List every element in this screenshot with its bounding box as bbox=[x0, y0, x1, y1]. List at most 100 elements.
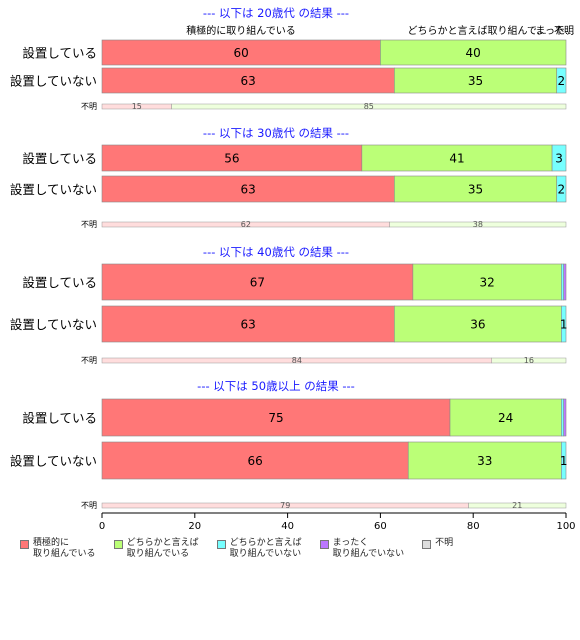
legend-swatch bbox=[319, 540, 329, 549]
data-label: 33 bbox=[477, 454, 492, 468]
data-label: 36 bbox=[470, 318, 485, 332]
data-label: 2 bbox=[558, 183, 566, 197]
header-label: 積極的に取り組んでいる bbox=[186, 24, 296, 37]
unknown-data-label: 16 bbox=[524, 356, 534, 365]
row-label: 設置していない bbox=[10, 182, 97, 197]
data-label: 35 bbox=[468, 74, 483, 88]
unknown-row-label: 不明 bbox=[81, 501, 97, 510]
legend-label: どちらかと言えば 取り組んでいない bbox=[229, 538, 302, 559]
row-label: 設置していない bbox=[10, 74, 97, 89]
legend-label: 不明 bbox=[435, 538, 454, 548]
bar-segment bbox=[101, 144, 363, 172]
x-tick-label: 20 bbox=[188, 521, 201, 532]
bar-segment bbox=[361, 144, 553, 172]
unknown-data-label: 79 bbox=[280, 501, 290, 510]
bar-segment bbox=[412, 263, 562, 301]
data-label: 67 bbox=[250, 276, 265, 290]
bar-segment bbox=[449, 398, 562, 437]
data-label: 63 bbox=[241, 183, 256, 197]
data-label: 60 bbox=[234, 46, 249, 60]
bar-segment bbox=[394, 67, 558, 94]
x-tick-label: 0 bbox=[99, 521, 105, 532]
bar-segment bbox=[556, 67, 567, 94]
unknown-bar-segment bbox=[171, 103, 567, 110]
unknown-data-label: 21 bbox=[512, 501, 522, 510]
legend-item: どちらかと言えば 取り組んでいない bbox=[216, 538, 302, 560]
row-label: 設置していない bbox=[10, 317, 97, 332]
legend-swatch bbox=[422, 540, 432, 549]
x-tick-label: 80 bbox=[467, 521, 480, 532]
row-label: 設置していない bbox=[10, 454, 97, 469]
row-label: 設置している bbox=[22, 275, 97, 290]
legend-label: 積極的に 取り組んでいる bbox=[33, 538, 96, 559]
legend-label: まったく 取り組んでいない bbox=[332, 538, 405, 559]
legend-item: まったく 取り組んでいない bbox=[319, 538, 405, 560]
bar-segment bbox=[561, 305, 567, 343]
legend-swatch bbox=[216, 540, 226, 549]
bar-segment bbox=[561, 263, 564, 301]
bar-segment bbox=[551, 144, 567, 172]
unknown-data-label: 15 bbox=[132, 102, 142, 111]
bar-segment bbox=[101, 175, 395, 203]
data-label: 35 bbox=[468, 183, 483, 197]
unknown-row-label: 不明 bbox=[81, 102, 97, 111]
bar-segment bbox=[561, 441, 567, 480]
x-tick-label: 40 bbox=[281, 521, 294, 532]
header-label: どちらかと言えば取り組んで... bbox=[407, 24, 546, 37]
panel-title: --- 以下は 30歳代 の結果 --- bbox=[203, 126, 349, 140]
data-label: 3 bbox=[555, 152, 563, 166]
panel-title: --- 以下は 50歳以上 の結果 --- bbox=[197, 379, 355, 393]
legend-item: 不明 bbox=[422, 538, 453, 560]
row-label: 設置している bbox=[22, 411, 97, 426]
row-label: 設置している bbox=[22, 151, 97, 166]
bar-segment bbox=[101, 67, 395, 94]
legend: 積極的に 取り組んでいる どちらかと言えば 取り組んでいる どちらかと言えば 取り組… bbox=[20, 538, 453, 560]
data-label: 1 bbox=[560, 454, 568, 468]
x-tick-label: 60 bbox=[374, 521, 387, 532]
bar-segment bbox=[561, 398, 564, 437]
unknown-data-label: 62 bbox=[241, 220, 251, 229]
unknown-bar-segment bbox=[389, 221, 567, 228]
legend-swatch bbox=[20, 540, 29, 549]
data-label: 24 bbox=[498, 411, 513, 425]
header-label: まった... bbox=[535, 25, 574, 37]
data-label: 63 bbox=[241, 74, 256, 88]
data-label: 56 bbox=[224, 152, 239, 166]
unknown-bar-segment bbox=[491, 357, 567, 364]
header-label: 不明 bbox=[554, 25, 574, 37]
bar-segment bbox=[380, 39, 567, 66]
bar-segment bbox=[394, 305, 562, 343]
row-label: 設置している bbox=[22, 46, 97, 61]
panel-title: --- 以下は 40歳代 の結果 --- bbox=[203, 245, 349, 259]
unknown-data-label: 85 bbox=[364, 102, 374, 111]
panel-title: --- 以下は 20歳代 の結果 --- bbox=[203, 6, 349, 20]
bar-segment bbox=[394, 175, 558, 203]
data-label: 41 bbox=[449, 152, 464, 166]
bar-segment bbox=[101, 441, 409, 480]
bar-segment bbox=[556, 175, 567, 203]
legend-label: どちらかと言えば 取り組んでいる bbox=[126, 538, 199, 559]
legend-item: 積極的に 取り組んでいる bbox=[20, 538, 96, 560]
bar-segment bbox=[101, 305, 395, 343]
unknown-data-label: 84 bbox=[292, 356, 302, 365]
unknown-bar-segment bbox=[468, 502, 567, 509]
data-label: 2 bbox=[558, 74, 566, 88]
data-label: 1 bbox=[560, 318, 568, 332]
data-label: 32 bbox=[479, 276, 494, 290]
data-label: 66 bbox=[247, 454, 262, 468]
bar-segment bbox=[101, 398, 451, 437]
data-label: 75 bbox=[268, 411, 283, 425]
unknown-data-label: 38 bbox=[473, 220, 483, 229]
bar-segment bbox=[563, 398, 567, 437]
data-label: 63 bbox=[241, 318, 256, 332]
bar-segment bbox=[563, 263, 567, 301]
data-label: 40 bbox=[466, 46, 481, 60]
unknown-row-label: 不明 bbox=[81, 220, 97, 229]
legend-swatch bbox=[113, 540, 123, 549]
unknown-row-label: 不明 bbox=[81, 356, 97, 365]
bar-segment bbox=[407, 441, 562, 480]
x-tick-label: 100 bbox=[556, 521, 575, 532]
legend-item: どちらかと言えば 取り組んでいる bbox=[113, 538, 199, 560]
